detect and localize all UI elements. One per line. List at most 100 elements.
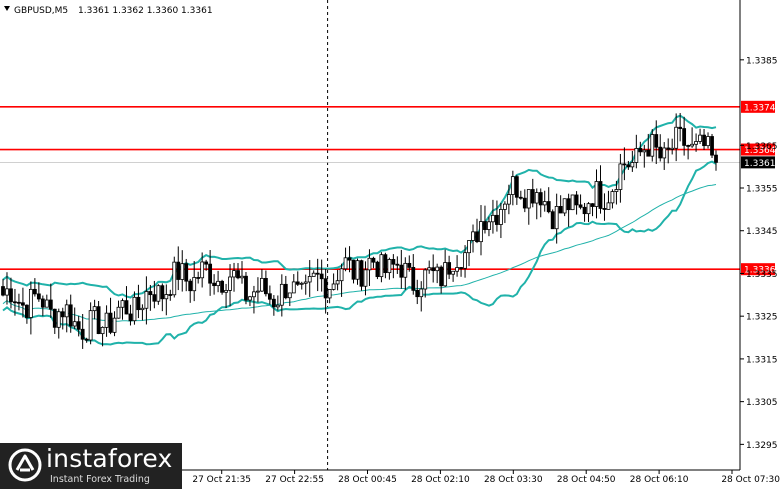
bullish-candle (112, 317, 117, 333)
y-tick-label: 1.3335 (746, 270, 778, 280)
bearish-candle (263, 277, 268, 295)
bullish-candle (164, 294, 169, 300)
bearish-candle (124, 300, 129, 315)
bearish-candle (1, 286, 5, 296)
bearish-candle (128, 313, 133, 322)
bearish-candle (399, 264, 404, 278)
bullish-candle (363, 269, 368, 287)
bearish-candle (658, 146, 663, 159)
bullish-candle (92, 306, 97, 312)
bearish-candle (530, 189, 535, 204)
bearish-candle (590, 203, 595, 207)
bullish-candle (479, 221, 483, 243)
bearish-candle (714, 154, 718, 163)
bullish-candle (487, 221, 491, 230)
bullish-candle (443, 262, 448, 287)
bearish-candle (212, 282, 217, 287)
bullish-candle (554, 206, 559, 230)
moving-average-line (2, 184, 717, 322)
dropdown-triangle-icon[interactable] (4, 6, 10, 11)
bearish-candle (646, 149, 651, 157)
bullish-candle (72, 321, 77, 327)
bollinger-lower-band (2, 160, 717, 346)
bullish-candle (427, 267, 432, 271)
bearish-candle (574, 194, 579, 206)
bearish-candle (21, 302, 25, 306)
bullish-candle (618, 163, 623, 190)
price-level-tag (741, 263, 775, 276)
bearish-candle (578, 204, 583, 208)
bullish-candle (455, 267, 459, 272)
bearish-candle (626, 164, 631, 168)
bullish-candle (367, 257, 372, 271)
x-tick-label: 27 Oct 22:55 (265, 475, 324, 485)
bearish-candle (283, 283, 288, 299)
bearish-candle (220, 280, 224, 293)
bearish-candle (108, 312, 113, 333)
price-level-tag-label: 1.3364 (744, 146, 776, 156)
bullish-candle (506, 194, 511, 205)
x-tick-label: 28 Oct 00:45 (338, 475, 397, 485)
bullish-candle (116, 306, 121, 319)
bullish-candle (88, 310, 93, 341)
bullish-candle (307, 276, 312, 283)
bullish-candle (200, 261, 205, 279)
bearish-candle (475, 231, 479, 243)
bearish-candle (136, 296, 141, 311)
bullish-candle (331, 283, 336, 290)
bullish-candle (634, 148, 639, 163)
bearish-candle (84, 338, 89, 341)
bullish-candle (435, 266, 440, 272)
bullish-candle (28, 288, 33, 318)
bearish-candle (17, 301, 21, 304)
bullish-candle (467, 240, 471, 254)
bullish-candle (228, 276, 232, 291)
bearish-candle (383, 254, 388, 274)
bearish-candle (375, 261, 380, 278)
bearish-candle (76, 321, 81, 330)
bearish-candle (204, 261, 209, 265)
bearish-candle (538, 192, 543, 206)
bearish-candle (295, 281, 300, 285)
bearish-candle (236, 270, 240, 279)
y-tick-label: 1.3365 (746, 142, 778, 152)
bullish-candle (339, 268, 344, 282)
bullish-candle (526, 189, 531, 209)
x-tick-label: 27 Oct 21:35 (192, 475, 251, 485)
bullish-candle (706, 136, 710, 147)
bearish-candle (682, 128, 687, 146)
bearish-candle (459, 267, 463, 269)
bullish-candle (570, 194, 575, 211)
y-tick-label: 1.3345 (746, 227, 778, 237)
bullish-candle (303, 281, 308, 284)
x-tick-label: 28 Oct 03:30 (484, 475, 543, 485)
bearish-candle (60, 311, 65, 318)
price-level-tag-label: 1.3374 (744, 103, 776, 113)
bullish-candle (216, 280, 220, 287)
bearish-candle (371, 257, 376, 263)
price-axis: 1.3385 1.3365 1.3355 1.3345 1.3335 1.3325 1.33… (740, 56, 778, 451)
bearish-candle (546, 201, 551, 213)
bullish-candle (172, 261, 177, 296)
bullish-candle (662, 147, 667, 159)
bearish-candle (710, 136, 714, 156)
y-tick-label: 1.3305 (746, 398, 778, 408)
bullish-candle (224, 289, 228, 293)
bullish-candle (419, 288, 424, 298)
bearish-candle (514, 176, 519, 198)
bullish-candle (610, 191, 615, 204)
y-tick-label: 1.3385 (746, 56, 778, 66)
bullish-candle (343, 257, 348, 270)
logo-tagline: Instant Forex Trading (50, 474, 150, 485)
bearish-candle (686, 145, 691, 147)
bullish-candle (327, 289, 332, 299)
y-tick-label: 1.3355 (746, 185, 778, 195)
bullish-candle (240, 275, 244, 279)
bearish-candle (522, 197, 527, 209)
bearish-candle (702, 134, 706, 147)
bearish-candle (582, 206, 587, 215)
bullish-candle (694, 141, 698, 145)
bullish-candle (463, 252, 467, 269)
